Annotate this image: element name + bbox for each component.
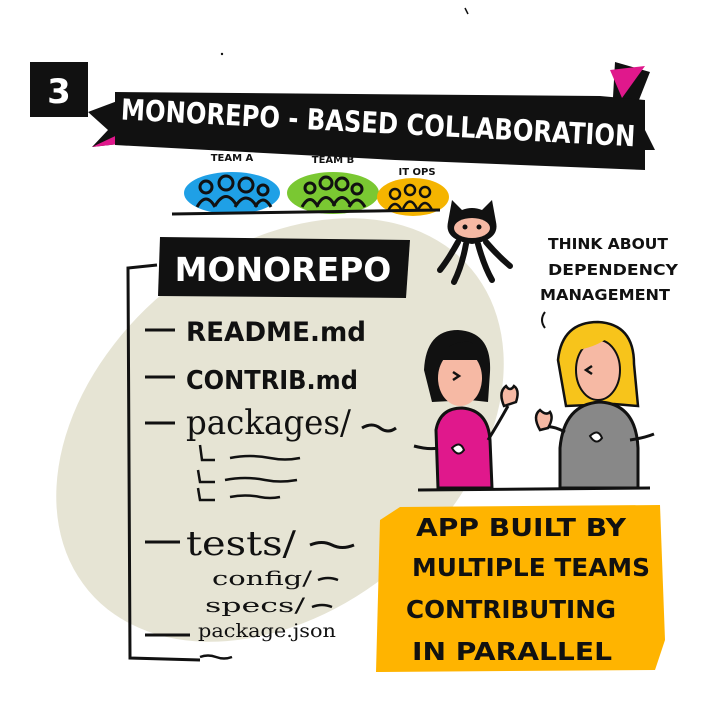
- repo-title: MONOREPO: [175, 250, 392, 289]
- team-a-group: [184, 172, 280, 214]
- repo-item-config: config/: [212, 566, 312, 590]
- monorepo-tree: MONOREPO README.md CONTRIB.md packages/ …: [126, 237, 410, 662]
- number-label: 3: [47, 72, 71, 112]
- repo-item-package-json: package.json: [198, 620, 336, 642]
- repo-item-tests: tests/: [186, 524, 297, 564]
- pen-mark: [464, 7, 469, 15]
- team-label-b: TEAM B: [312, 155, 354, 166]
- thought-note: THINK ABOUT DEPENDENCY MANAGEMENT: [540, 235, 679, 329]
- repo-item-specs: specs/: [205, 593, 305, 617]
- callout-line-4: IN PARALLEL: [412, 637, 612, 666]
- team-label-a: TEAM A: [211, 153, 254, 164]
- number-badge: 3: [30, 62, 88, 117]
- pen-dot: [220, 52, 224, 56]
- team-b-group: [287, 172, 379, 214]
- callout-line-3: CONTRIBUTING: [406, 595, 616, 624]
- person-right: [417, 320, 655, 492]
- team-label-itops: IT OPS: [398, 167, 435, 178]
- octocat-icon: [437, 200, 513, 285]
- title-banner: MONOREPO - BASED COLLABORATION: [88, 62, 655, 170]
- repo-item-contrib: CONTRIB.md: [186, 366, 358, 396]
- thought-line-1: THINK ABOUT: [548, 235, 669, 253]
- repo-item-packages: packages/: [186, 403, 352, 443]
- thought-line-2: DEPENDENCY: [548, 261, 679, 279]
- callout-line-1: APP BUILT BY: [416, 513, 627, 542]
- repo-item-readme: README.md: [186, 317, 366, 348]
- callout-box: APP BUILT BY MULTIPLE TEAMS CONTRIBUTING…: [376, 505, 665, 672]
- person-left: [413, 330, 519, 490]
- team-itops-group: [377, 178, 449, 216]
- thought-line-3: MANAGEMENT: [540, 286, 671, 304]
- callout-line-2: MULTIPLE TEAMS: [412, 553, 650, 582]
- teams-row: TEAM A TEAM B IT OPS: [171, 153, 449, 216]
